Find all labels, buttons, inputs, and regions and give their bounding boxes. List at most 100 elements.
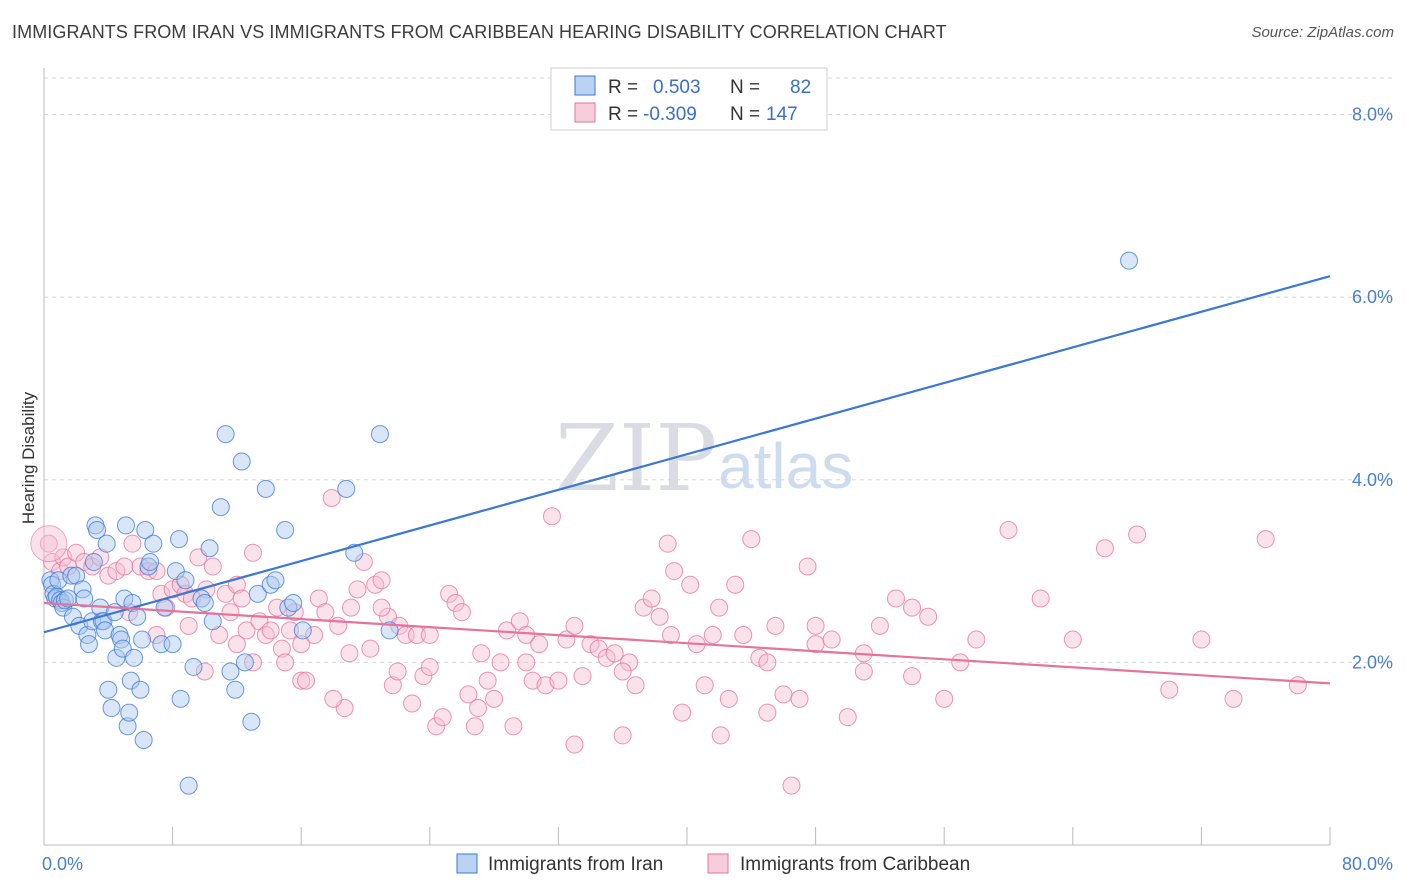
point-caribbean: [903, 667, 922, 686]
point-caribbean: [517, 625, 536, 644]
point-iran: [134, 730, 153, 749]
point-caribbean: [673, 703, 692, 722]
point-caribbean: [115, 557, 134, 576]
point-caribbean: [322, 489, 341, 508]
point-caribbean: [549, 671, 568, 690]
point-iran: [256, 479, 275, 498]
point-iran: [128, 607, 147, 626]
point-iran: [170, 530, 189, 549]
point-caribbean: [1256, 530, 1275, 549]
point-iran: [97, 534, 116, 553]
trend-line-caribbean: [43, 601, 1331, 685]
x-tick-label-min: 0.0%: [42, 854, 83, 874]
point-caribbean: [1288, 676, 1307, 695]
point-iran: [203, 612, 222, 631]
point-caribbean: [870, 616, 889, 635]
point-iran: [221, 662, 240, 681]
point-iran: [195, 594, 214, 613]
point-caribbean: [782, 776, 801, 795]
point-caribbean: [491, 653, 510, 672]
point-iran: [211, 498, 230, 517]
point-caribbean: [361, 639, 380, 658]
point-caribbean: [504, 717, 523, 736]
point-caribbean: [285, 603, 304, 622]
legend-swatch-caribbean: [574, 102, 596, 123]
point-iran: [232, 452, 251, 471]
point-caribbean: [383, 676, 402, 695]
point-caribbean: [280, 621, 299, 640]
point-caribbean: [272, 639, 291, 658]
y-tick-label: 4.0%: [1352, 470, 1393, 490]
point-caribbean: [452, 603, 471, 622]
axes: [43, 68, 1331, 846]
y-axis-label: Hearing Disability: [19, 391, 38, 524]
legend-iran-n-value: 82: [790, 77, 811, 98]
legend-caribbean-r-label: R =: [608, 104, 638, 125]
point-caribbean: [329, 616, 348, 635]
point-caribbean: [324, 689, 343, 708]
y-tick-label: 2.0%: [1352, 652, 1393, 672]
legend-box: R = 0.503 N = 82 R = -0.309 N = 147: [550, 67, 828, 131]
point-caribbean: [613, 662, 632, 681]
y-tick-label: 6.0%: [1352, 287, 1393, 307]
bottom-legend-caribbean: Immigrants from Caribbean: [740, 854, 970, 875]
point-caribbean: [354, 552, 373, 571]
chart-title: IMMIGRANTS FROM IRAN VS IMMIGRANTS FROM …: [12, 22, 947, 42]
point-iran: [235, 653, 254, 672]
point-caribbean: [822, 630, 841, 649]
point-caribbean: [203, 557, 222, 576]
point-caribbean: [388, 662, 407, 681]
point-iran: [276, 520, 295, 539]
point-iran: [78, 625, 97, 644]
point-caribbean: [1192, 630, 1211, 649]
point-caribbean: [227, 635, 246, 654]
point-caribbean: [854, 662, 873, 681]
legend-swatch-iran: [574, 75, 596, 96]
point-caribbean: [340, 644, 359, 663]
point-iran: [62, 566, 81, 585]
point-caribbean: [919, 607, 938, 626]
legend-iran-r-label: R =: [608, 77, 638, 98]
point-caribbean: [742, 530, 761, 549]
point-caribbean: [221, 603, 240, 622]
point-iran: [107, 648, 126, 667]
point-caribbean: [232, 589, 251, 608]
y-tick-label: 8.0%: [1352, 105, 1393, 125]
legend-caribbean-n-value: 147: [766, 104, 798, 125]
point-caribbean: [292, 671, 311, 690]
point-caribbean: [465, 717, 484, 736]
point-iran: [141, 552, 160, 571]
y-tick-labels: 2.0% 4.0% 6.0% 8.0%: [1352, 105, 1393, 673]
point-caribbean: [414, 667, 433, 686]
point-caribbean: [342, 598, 361, 617]
point-caribbean: [798, 557, 817, 576]
point-caribbean: [695, 676, 714, 695]
point-iran: [99, 680, 118, 699]
point-caribbean: [710, 598, 729, 617]
point-caribbean: [446, 594, 465, 613]
point-caribbean: [440, 584, 459, 603]
point-iran: [293, 621, 312, 640]
point-caribbean: [838, 708, 857, 727]
gridlines: [44, 77, 1393, 663]
point-caribbean: [316, 603, 335, 622]
point-caribbean: [806, 616, 825, 635]
point-iran: [80, 635, 99, 654]
point-iran: [171, 689, 190, 708]
point-iran: [102, 699, 121, 718]
point-caribbean: [565, 616, 584, 635]
point-caribbean: [1128, 525, 1147, 544]
bottom-legend-swatch-caribbean: [707, 853, 729, 874]
source-credit: Source: ZipAtlas.com: [1251, 24, 1394, 41]
legend-caribbean-r-value: -0.309: [643, 104, 697, 125]
point-caribbean: [1095, 539, 1114, 558]
point-caribbean: [758, 703, 777, 722]
point-iran: [133, 630, 152, 649]
point-caribbean: [372, 598, 391, 617]
point-caribbean: [292, 635, 311, 654]
point-caribbean: [665, 562, 684, 581]
bottom-legend: Immigrants from Iran Immigrants from Car…: [456, 853, 970, 875]
point-iran: [266, 571, 285, 590]
point-caribbean: [530, 635, 549, 654]
point-caribbean: [517, 653, 536, 672]
